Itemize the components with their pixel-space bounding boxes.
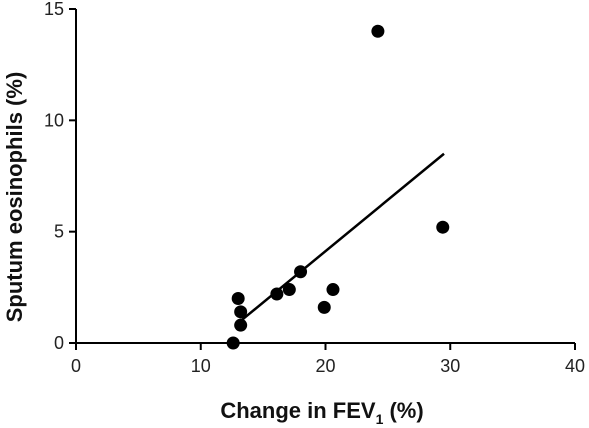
data-point-8: [317, 300, 331, 314]
x-tick-label: 10: [191, 356, 211, 376]
x-tick-label: 30: [440, 356, 460, 376]
data-point-5: [270, 287, 284, 301]
data-point-6: [282, 283, 296, 297]
data-point-4: [234, 318, 248, 332]
x-axis-title: Change in FEV1 (%): [220, 398, 423, 427]
y-tick-label: 10: [44, 110, 64, 130]
x-tick-label: 40: [565, 356, 585, 376]
trendline-group: [237, 152, 445, 324]
x-axis-title-main: Change in FEV: [220, 398, 376, 423]
y-tick-label: 0: [54, 333, 64, 353]
ticks: 0 10 20 30 40 0 5 10 15: [44, 0, 585, 376]
data-point-2: [231, 291, 245, 305]
y-tick-label: 5: [54, 222, 64, 242]
x-tick-label: 0: [71, 356, 81, 376]
regression-line: [237, 152, 445, 324]
y-tick-label: 15: [44, 0, 64, 19]
x-tick-label: 20: [315, 356, 335, 376]
x-axis-title-subscript: 1: [376, 411, 384, 427]
data-point-9: [326, 283, 340, 297]
data-point-11: [436, 220, 450, 234]
axes: [75, 9, 575, 344]
data-point-3: [234, 305, 248, 319]
x-axis-title-suffix: (%): [383, 398, 423, 423]
y-axis-title: Sputum eosinophils (%): [2, 72, 27, 323]
data-point-10: [371, 24, 385, 38]
data-point-1: [226, 336, 240, 350]
data-points: [226, 24, 450, 350]
data-point-7: [294, 265, 308, 279]
